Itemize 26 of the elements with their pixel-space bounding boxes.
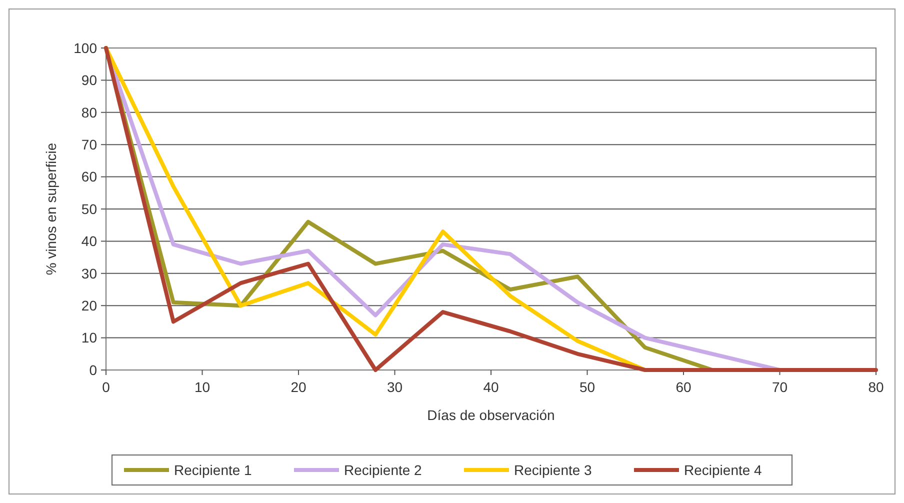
x-tick-label: 60 [676,379,692,395]
x-tick-label: 30 [386,379,403,395]
x-tick-label: 80 [868,379,884,395]
y-tick-label: 40 [81,233,98,250]
legend-label: Recipiente 2 [344,462,422,478]
legend-label: Recipiente 3 [514,462,592,478]
x-axis-title: Días de observación [427,407,555,423]
y-axis-title: % vinos en superficie [43,142,59,276]
y-tick-label: 60 [81,168,98,185]
y-tick-label: 10 [81,330,98,346]
x-tick-label: 0 [102,379,110,395]
legend-label: Recipiente 4 [684,462,762,478]
y-tick-label: 100 [74,40,98,56]
y-tick-label: 30 [81,265,98,282]
x-tick-label: 50 [579,379,596,395]
x-tick-label: 20 [290,379,306,395]
y-tick-label: 80 [81,104,98,120]
y-tick-label: 70 [81,136,98,152]
x-tick-label: 10 [194,379,210,395]
y-tick-label: 0 [89,362,98,378]
x-tick-label: 40 [483,379,499,395]
y-tick-label: 50 [81,200,98,217]
legend-label: Recipiente 1 [174,462,252,478]
x-tick-label: 70 [772,379,788,395]
y-tick-label: 20 [81,298,98,314]
y-tick-label: 90 [81,72,98,88]
